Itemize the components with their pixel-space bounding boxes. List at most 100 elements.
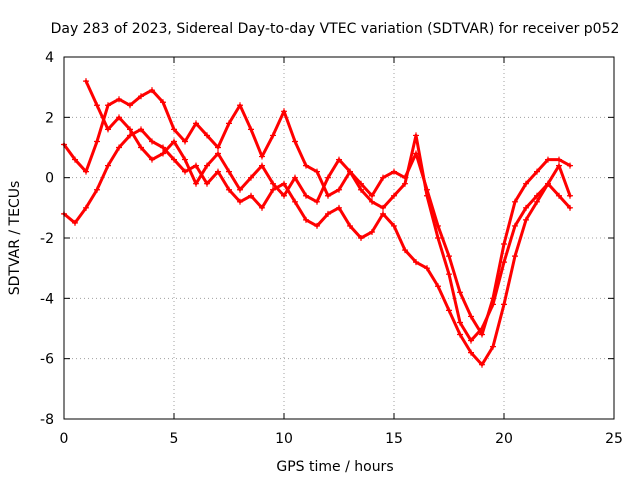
data-point <box>347 222 353 229</box>
data-point <box>226 120 232 127</box>
data-point <box>303 162 309 169</box>
data-point <box>259 153 265 160</box>
data-point <box>534 198 540 205</box>
data-point <box>270 132 276 139</box>
data-point <box>468 313 474 320</box>
y-tick-label: -8 <box>40 412 54 428</box>
data-point <box>182 156 188 163</box>
data-point <box>72 156 78 163</box>
data-point <box>94 102 100 109</box>
y-tick-label: 0 <box>45 171 54 187</box>
data-point <box>380 210 386 217</box>
data-point <box>292 138 298 145</box>
y-axis-label: SDTVAR / TECUs <box>7 181 23 296</box>
data-point <box>160 150 166 157</box>
data-point <box>567 192 573 199</box>
data-point <box>468 337 474 344</box>
data-point <box>336 156 342 163</box>
data-point <box>215 150 221 157</box>
data-point <box>512 198 518 205</box>
data-point <box>303 216 309 223</box>
grid <box>64 57 614 419</box>
data-point <box>83 204 89 211</box>
data-point <box>193 162 199 169</box>
x-axis-label: GPS time / hours <box>276 459 393 475</box>
data-point <box>259 162 265 169</box>
data-point <box>545 180 551 187</box>
data-point <box>336 186 342 193</box>
data-point <box>182 138 188 145</box>
data-point <box>105 102 111 109</box>
data-point <box>314 198 320 205</box>
data-point <box>237 198 243 205</box>
data-point <box>457 319 463 326</box>
x-tick-label: 15 <box>385 431 403 447</box>
data-point <box>314 168 320 175</box>
data-point <box>325 174 331 181</box>
data-point <box>292 198 298 205</box>
data-point <box>369 198 375 205</box>
data-point <box>127 126 133 133</box>
data-point <box>314 222 320 229</box>
data-point <box>270 186 276 193</box>
data-point <box>237 186 243 193</box>
x-tick-label: 10 <box>275 431 293 447</box>
data-point <box>171 138 177 145</box>
x-tick-label: 5 <box>170 431 179 447</box>
plot-area <box>61 78 573 368</box>
data-point <box>523 180 529 187</box>
data-point <box>237 102 243 109</box>
data-point <box>105 126 111 133</box>
data-point <box>413 132 419 139</box>
x-tick-label: 20 <box>495 431 513 447</box>
data-point <box>248 174 254 181</box>
data-point <box>270 180 276 187</box>
data-point <box>556 162 562 169</box>
plot-frame <box>63 56 615 420</box>
data-point <box>490 343 496 350</box>
data-point <box>116 114 122 121</box>
data-point <box>369 228 375 235</box>
data-point <box>281 192 287 199</box>
series-3 <box>83 78 573 344</box>
data-point <box>424 265 430 272</box>
data-point <box>138 93 144 100</box>
data-point <box>501 259 507 266</box>
data-point <box>391 168 397 175</box>
data-point <box>116 96 122 103</box>
data-point <box>204 180 210 187</box>
data-point <box>94 186 100 193</box>
data-point <box>457 289 463 296</box>
series-2 <box>61 126 573 368</box>
data-point <box>182 168 188 175</box>
data-point <box>523 216 529 223</box>
data-point <box>281 108 287 115</box>
data-point <box>138 144 144 151</box>
data-point <box>380 204 386 211</box>
data-point <box>556 192 562 199</box>
data-point <box>149 87 155 94</box>
data-point <box>567 204 573 211</box>
y-tick-label: 4 <box>45 50 54 66</box>
data-point <box>105 162 111 169</box>
data-point <box>292 174 298 181</box>
data-point <box>358 235 364 241</box>
axis-ticks: 0 5 10 15 20 25 -8 -6 -4 -2 0 2 4 <box>40 50 623 447</box>
data-point <box>215 168 221 175</box>
data-point <box>226 168 232 175</box>
data-point <box>490 301 496 308</box>
data-point <box>347 168 353 175</box>
data-point <box>248 192 254 199</box>
data-point <box>204 132 210 139</box>
data-point <box>534 168 540 175</box>
data-point <box>138 126 144 133</box>
data-point <box>501 241 507 248</box>
data-point <box>303 192 309 199</box>
series-1 <box>61 87 573 338</box>
data-point <box>468 349 474 356</box>
data-point <box>127 102 133 109</box>
data-point <box>523 204 529 211</box>
data-point <box>149 138 155 145</box>
data-point <box>446 271 452 278</box>
